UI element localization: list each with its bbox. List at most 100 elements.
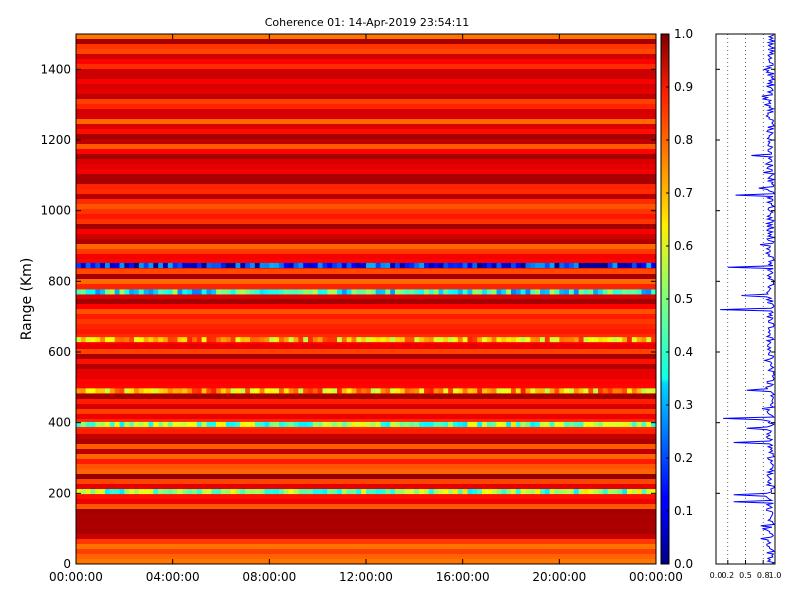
heatmap-band-cell (201, 289, 207, 295)
y-tick-label: 1400 (40, 62, 71, 76)
heatmap-row (76, 184, 656, 189)
heatmap-band-cell (90, 388, 96, 394)
heatmap-band-cell (588, 262, 594, 268)
heatmap-band-cell (607, 262, 613, 268)
heatmap-band-cell (540, 388, 546, 394)
heatmap-band-cell (646, 489, 652, 495)
heatmap-band-cell (308, 289, 314, 295)
heatmap-band-cell (221, 388, 227, 394)
heatmap-band-cell (646, 337, 652, 343)
heatmap-band-cell (631, 489, 638, 495)
heatmap-band-cell (100, 337, 106, 343)
heatmap-band-cell (216, 262, 222, 268)
heatmap-band-cell (404, 337, 410, 343)
heatmap-band-cell (366, 262, 372, 268)
heatmap-band-cell (322, 262, 328, 268)
heatmap-band-cell (636, 489, 642, 495)
heatmap-band-cell (351, 262, 357, 268)
heatmap-band-cell (651, 289, 656, 295)
heatmap-band-cell (148, 388, 154, 394)
heatmap-band-cell (554, 489, 560, 495)
heatmap-band-cell (201, 337, 207, 343)
heatmap-row (76, 319, 656, 324)
heatmap-band-cell (182, 337, 188, 343)
heatmap-band-cell (457, 489, 464, 495)
heatmap-band-cell (530, 262, 536, 268)
y-tick-label: 400 (48, 416, 71, 430)
heatmap-band-cell (153, 421, 159, 427)
colorbar-tick-label: 1.0 (674, 27, 693, 41)
colorbar-tick-label: 0.9 (674, 80, 693, 94)
heatmap-band-cell (399, 337, 406, 343)
heatmap-band-cell (134, 421, 140, 427)
heatmap-band-cell (486, 388, 493, 394)
heatmap-band-cell (254, 421, 261, 427)
heatmap-band-cell (95, 421, 101, 427)
heatmap-band-cell (627, 289, 633, 295)
heatmap-band-cell (588, 489, 594, 495)
heatmap-band-cell (95, 388, 101, 394)
heatmap-band-cell (201, 262, 207, 268)
heatmap-band-cell (404, 489, 410, 495)
heatmap-band-cell (564, 337, 570, 343)
heatmap-band-cell (482, 262, 488, 268)
heatmap-row (76, 544, 656, 549)
heatmap-band-cell (211, 337, 217, 343)
heatmap-band-cell (317, 421, 323, 427)
heatmap-band-cell (496, 337, 502, 343)
heatmap-band-cell (182, 289, 188, 295)
heatmap-band-cell (124, 337, 130, 343)
heatmap-band-cell (177, 421, 183, 427)
heatmap-band-cell (433, 289, 439, 295)
heatmap-row (76, 409, 656, 414)
heatmap-band-cell (148, 262, 154, 268)
heatmap-band-cell (438, 489, 444, 495)
heatmap-band-cell (370, 388, 377, 394)
heatmap-band-cell (206, 388, 212, 394)
colorbar-tick-label: 0.8 (674, 133, 693, 147)
heatmap-band-cell (95, 262, 101, 268)
heatmap-band-cell (312, 262, 319, 268)
heatmap-band-cell (424, 489, 430, 495)
heatmap-band-cell (607, 388, 613, 394)
heatmap-band-cell (274, 489, 280, 495)
heatmap-band-cell (196, 289, 203, 295)
heatmap-band-cell (515, 289, 522, 295)
heatmap-band-cell (457, 421, 464, 427)
heatmap-band-cell (627, 262, 633, 268)
heatmap-row (76, 179, 656, 184)
heatmap-band-cell (428, 489, 435, 495)
heatmap-row (76, 449, 656, 454)
heatmap-band-cell (216, 337, 222, 343)
heatmap-band-cell (569, 421, 575, 427)
heatmap-band-cell (636, 289, 642, 295)
heatmap-band-cell (583, 337, 589, 343)
heatmap-band-cell (462, 337, 468, 343)
heatmap-band-cell (361, 421, 367, 427)
heatmap-band-cell (540, 337, 546, 343)
heatmap-band-cell (433, 388, 439, 394)
heatmap-band-cell (501, 337, 507, 343)
heatmap-band-cell (448, 489, 454, 495)
heatmap-band-cell (583, 489, 589, 495)
heatmap-band-cell (549, 421, 555, 427)
heatmap-band-cell (486, 421, 493, 427)
heatmap-row (76, 524, 656, 529)
heatmap-band-cell (317, 337, 323, 343)
heatmap-band-cell (414, 388, 420, 394)
heatmap-band-cell (501, 262, 507, 268)
y-axis-label: Range (Km) (19, 258, 35, 341)
heatmap-band-cell (105, 388, 111, 394)
heatmap-band-cell (288, 489, 294, 495)
heatmap-band-cell (375, 262, 381, 268)
heatmap-band-cell (235, 289, 241, 295)
heatmap-row (76, 454, 656, 459)
y-tick-label: 600 (48, 345, 71, 359)
heatmap-band-cell (419, 388, 425, 394)
heatmap-band-cell (559, 421, 565, 427)
heatmap-band-cell (559, 337, 565, 343)
coherence-profile-line (720, 34, 775, 564)
heatmap-band-cell (583, 421, 589, 427)
heatmap-band-cell (341, 421, 348, 427)
